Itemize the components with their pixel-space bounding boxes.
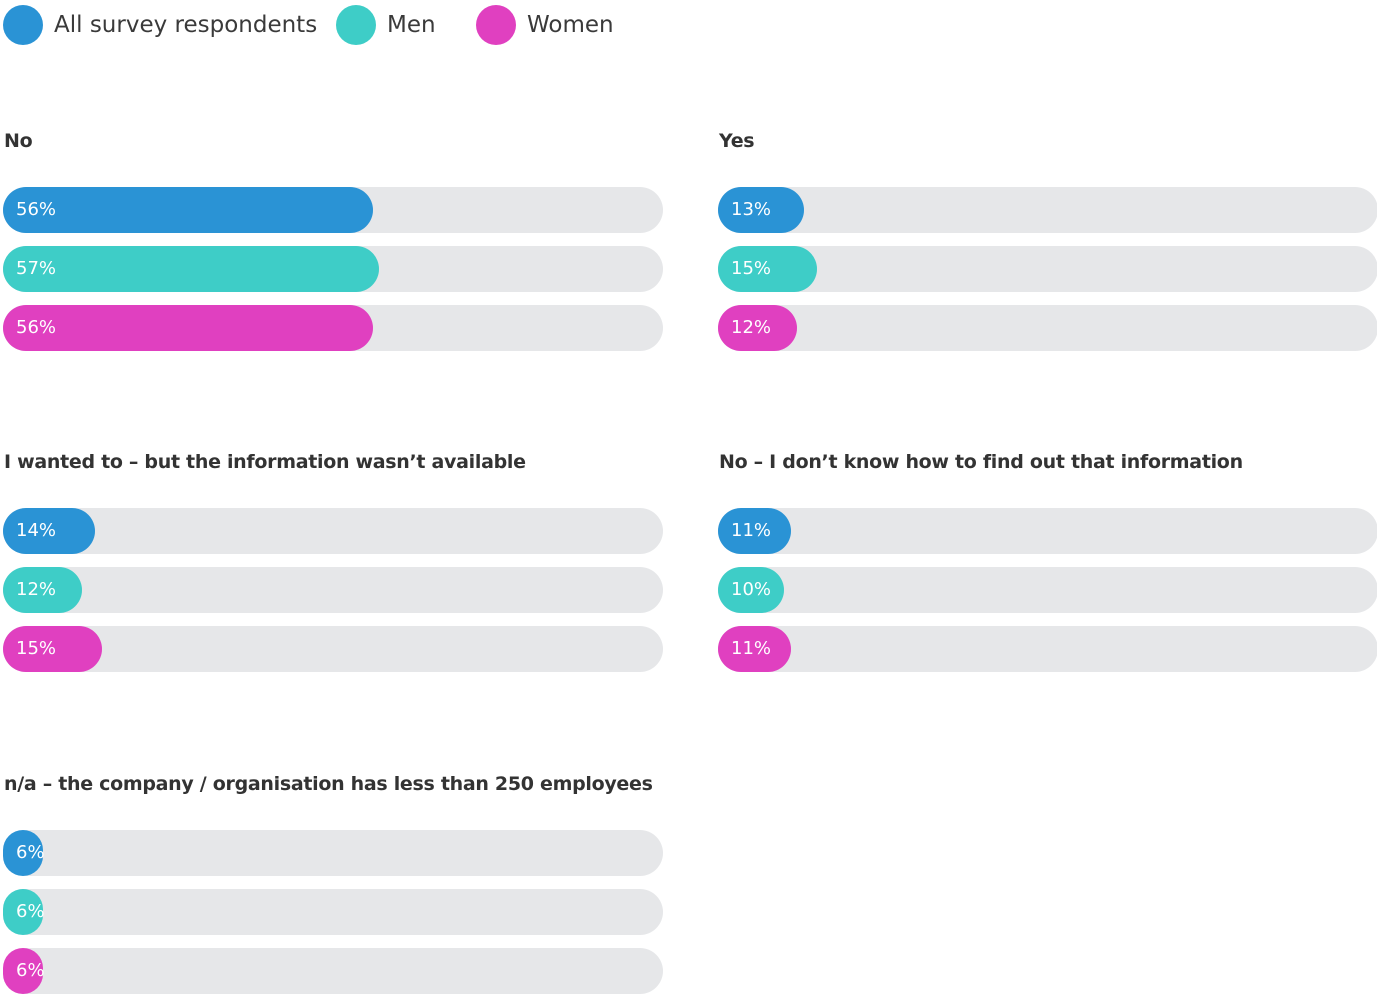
bar-track: 56% — [3, 187, 663, 233]
legend-swatch-icon — [3, 5, 43, 45]
legend-item: All survey respondents — [3, 5, 317, 45]
bar-track: 57% — [3, 246, 663, 292]
panel-title: I wanted to – but the information wasn’t… — [4, 451, 526, 473]
data-label: 56% — [16, 199, 57, 220]
bar — [3, 948, 43, 994]
bar — [718, 246, 817, 292]
panel-title: No – I don’t know how to find out that i… — [719, 451, 1243, 473]
bar-track: 15% — [718, 246, 1377, 292]
data-label: 57% — [16, 258, 57, 279]
data-label: 12% — [731, 317, 772, 338]
panel-title: Yes — [719, 130, 755, 152]
bar-track: 6% — [3, 948, 663, 994]
data-label: 6% — [16, 960, 45, 981]
data-label: 6% — [16, 901, 45, 922]
bar — [3, 246, 380, 292]
bar-track: 15% — [3, 626, 663, 672]
legend-label: All survey respondents — [54, 12, 318, 38]
data-label: 6% — [16, 842, 45, 863]
bar — [3, 305, 373, 351]
bar-track: 13% — [718, 187, 1377, 233]
data-label: 10% — [731, 579, 772, 600]
bar-track: 11% — [718, 626, 1377, 672]
bar — [3, 567, 83, 613]
data-label: 15% — [16, 638, 57, 659]
legend-label: Women — [527, 12, 614, 38]
data-label: 11% — [731, 520, 772, 541]
legend-swatch-icon — [476, 5, 516, 45]
bar-track: 14% — [3, 508, 663, 554]
data-label: 15% — [731, 258, 772, 279]
bar — [718, 567, 784, 613]
bar — [718, 508, 791, 554]
data-label: 12% — [16, 579, 57, 600]
bar-track: 11% — [718, 508, 1377, 554]
bar — [3, 508, 96, 554]
bar — [718, 305, 798, 351]
bar-track: 6% — [3, 830, 663, 876]
legend-item: Men — [336, 5, 436, 45]
data-label: 13% — [731, 199, 772, 220]
data-label: 11% — [731, 638, 772, 659]
bar-track: 6% — [3, 889, 663, 935]
panel-title: No — [4, 130, 33, 152]
bar — [3, 626, 102, 672]
legend-label: Men — [387, 12, 436, 38]
legend-swatch-icon — [336, 5, 376, 45]
bar — [3, 187, 373, 233]
bar — [718, 626, 791, 672]
data-label: 56% — [16, 317, 57, 338]
bar — [718, 187, 804, 233]
legend-item: Women — [476, 5, 614, 45]
bar-track: 10% — [718, 567, 1377, 613]
panel-title: n/a – the company / organisation has les… — [4, 773, 653, 795]
bar-track: 12% — [718, 305, 1377, 351]
bar — [3, 830, 43, 876]
bar-track: 56% — [3, 305, 663, 351]
bar — [3, 889, 43, 935]
bar-track: 12% — [3, 567, 663, 613]
data-label: 14% — [16, 520, 57, 541]
